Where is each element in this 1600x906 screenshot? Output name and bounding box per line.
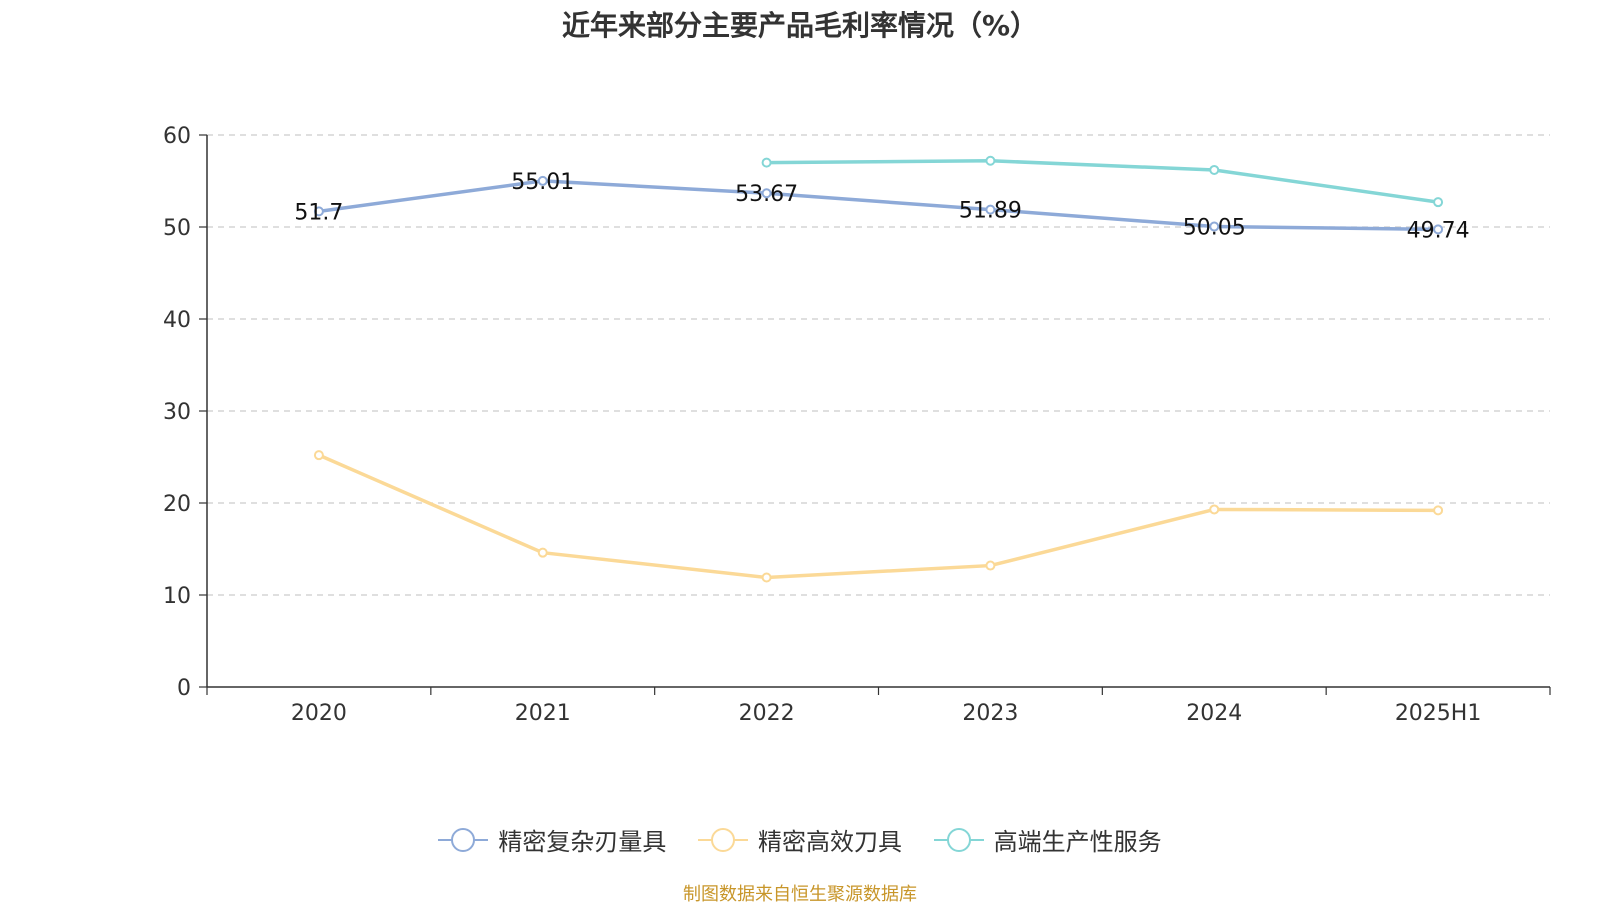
data-point	[761, 157, 772, 168]
legend-marker-icon	[933, 827, 984, 852]
legend-label: 高端生产性服务	[993, 828, 1162, 856]
data-label: 55.01	[511, 170, 574, 195]
data-point	[537, 175, 548, 186]
legend-item-series-3[interactable]: 高端生产性服务	[933, 822, 1162, 857]
data-point	[1209, 221, 1220, 232]
data-point	[985, 204, 996, 215]
data-point	[761, 572, 772, 583]
x-tick-label: 2021	[515, 701, 571, 726]
data-labels: 51.7 55.01 53.67 51.89 50.05 49.74	[294, 170, 1469, 243]
y-tick-label: 60	[163, 124, 191, 149]
data-label: 50.05	[1183, 216, 1246, 241]
data-point	[1433, 505, 1444, 516]
series-line-3	[766, 159, 1439, 204]
data-point	[985, 560, 996, 571]
x-tick-label: 2022	[739, 701, 795, 726]
y-tick-label: 50	[163, 216, 191, 241]
legend-label: 精密复杂刃量具	[498, 828, 667, 856]
x-tick-label: 2020	[291, 701, 347, 726]
data-point	[1433, 197, 1444, 208]
legend-item-series-2[interactable]: 精密高效刀具	[698, 822, 902, 857]
legend-item-series-1[interactable]: 精密复杂刃量具	[438, 822, 666, 857]
x-tick-label: 2025H1	[1395, 701, 1482, 726]
legend-label: 精密高效刀具	[758, 828, 902, 856]
chart-title: 近年来部分主要产品毛利率情况（%）	[561, 9, 1039, 42]
grid-lines	[207, 134, 1550, 596]
data-point	[313, 206, 324, 217]
data-label: 51.89	[959, 199, 1022, 224]
series-lines	[313, 155, 1444, 583]
data-point	[761, 188, 772, 199]
x-tick-label: 2024	[1186, 701, 1242, 726]
data-label: 49.74	[1407, 218, 1470, 243]
y-tick-label: 30	[163, 400, 191, 425]
y-tick-label: 10	[163, 584, 191, 609]
legend: 精密复杂刃量具 精密高效刀具 高端生产性服务	[0, 822, 1600, 858]
source-note: 制图数据来自恒生聚源数据库	[683, 884, 917, 905]
data-point	[1209, 504, 1220, 515]
data-point	[1209, 164, 1220, 175]
data-point	[1433, 224, 1444, 235]
series-line-1	[318, 179, 1439, 232]
legend-marker-icon	[438, 827, 489, 852]
y-tick-label: 20	[163, 492, 191, 517]
series-line-2	[318, 453, 1439, 580]
x-tick-label: 2023	[962, 701, 1018, 726]
data-point	[985, 155, 996, 166]
data-point	[537, 547, 548, 558]
y-tick-label: 40	[163, 308, 191, 333]
legend-marker-icon	[698, 827, 748, 852]
data-label: 51.7	[294, 200, 343, 225]
y-tick-label: 0	[177, 676, 191, 701]
axes: 0 10 20 30 40 50 60 2020 2021 2022 2023 2024 2025H1	[163, 124, 1551, 726]
data-point	[313, 450, 324, 461]
data-label: 53.67	[735, 182, 798, 207]
